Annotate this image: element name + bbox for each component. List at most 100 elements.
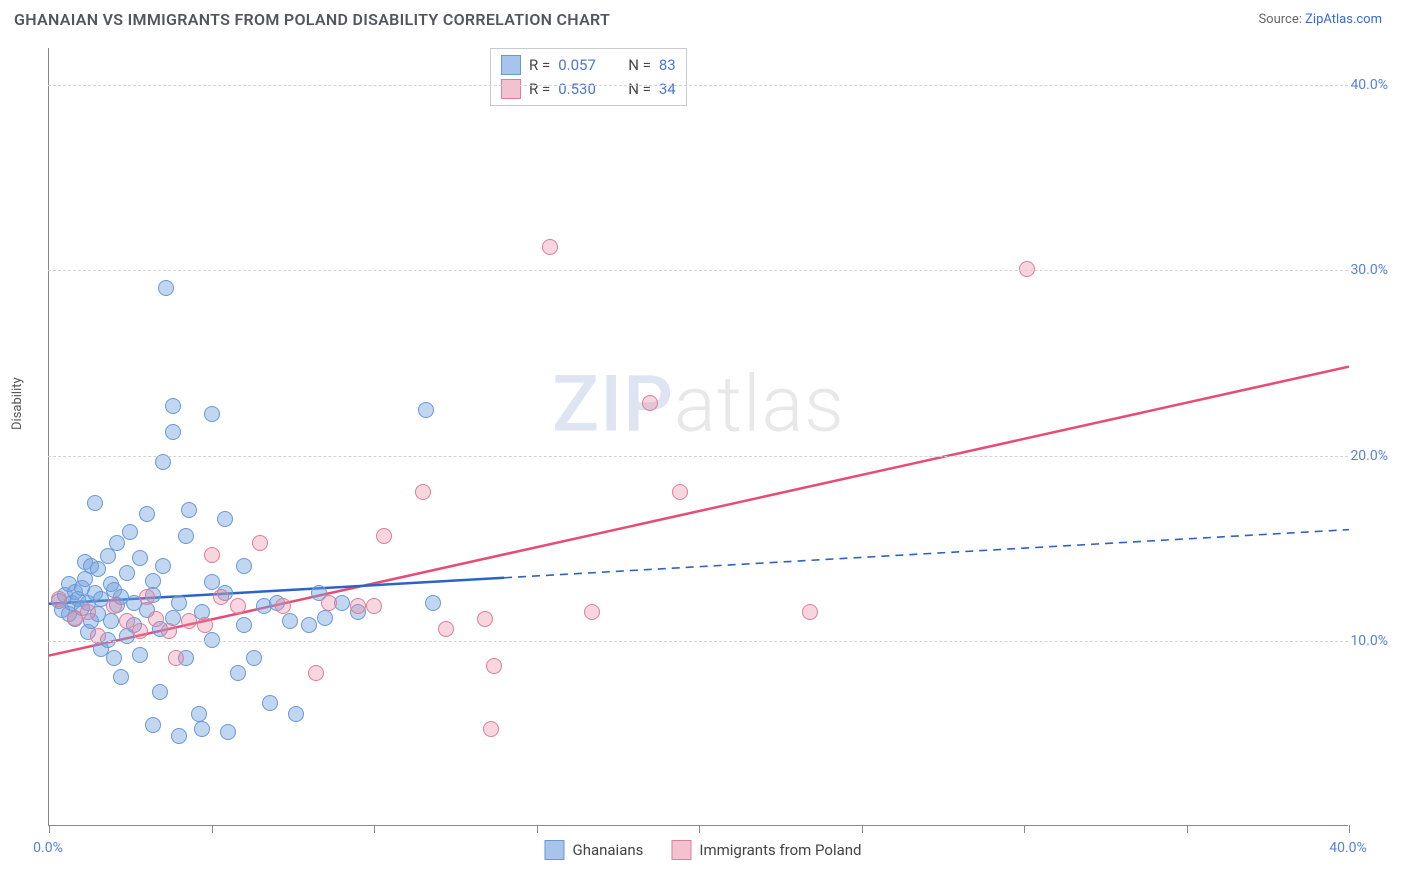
legend-label: Immigrants from Poland: [699, 841, 861, 859]
data-point: [139, 506, 155, 522]
data-point: [301, 617, 317, 633]
legend-swatch: [501, 55, 521, 75]
data-point: [350, 598, 366, 614]
data-point: [106, 650, 122, 666]
grid-line: [48, 641, 1348, 642]
r-label: R =: [529, 56, 550, 74]
data-point: [672, 484, 688, 500]
data-point: [275, 598, 291, 614]
watermark: ZIPatlas: [552, 360, 845, 451]
data-point: [204, 406, 220, 422]
grid-line: [48, 456, 1348, 457]
data-point: [158, 280, 174, 296]
data-point: [220, 724, 236, 740]
n-value: 83: [659, 56, 676, 74]
legend-row: R =0.530N =34: [501, 77, 676, 101]
trend-line: [49, 367, 1349, 656]
legend-item: Immigrants from Poland: [671, 840, 861, 860]
data-point: [308, 665, 324, 681]
x-tick-label: 40.0%: [1329, 840, 1367, 856]
data-point: [194, 721, 210, 737]
data-point: [230, 665, 246, 681]
trend-lines-layer: [49, 48, 1349, 826]
data-point: [109, 535, 125, 551]
data-point: [486, 658, 502, 674]
series-legend: Ghanaians Immigrants from Poland: [544, 840, 861, 860]
data-point: [119, 565, 135, 581]
legend-swatch: [501, 79, 521, 99]
legend-row: R = 0.057 N = 83: [501, 53, 676, 77]
data-point: [106, 598, 122, 614]
data-point: [802, 604, 818, 620]
data-point: [178, 528, 194, 544]
data-point: [132, 647, 148, 663]
data-point: [236, 558, 252, 574]
data-point: [282, 613, 298, 629]
data-point: [132, 623, 148, 639]
data-point: [145, 573, 161, 589]
x-tick: [1187, 825, 1188, 833]
data-point: [80, 604, 96, 620]
data-point: [165, 424, 181, 440]
y-axis-label: Disability: [10, 377, 25, 430]
source-link[interactable]: ZipAtlas.com: [1305, 12, 1382, 27]
data-point: [584, 604, 600, 620]
n-label: N =: [628, 56, 651, 74]
data-point: [204, 547, 220, 563]
legend-swatch: [671, 840, 691, 860]
grid-line: [48, 85, 1348, 86]
data-point: [165, 398, 181, 414]
data-point: [181, 502, 197, 518]
chart-title: GHANAIAN VS IMMIGRANTS FROM POLAND DISAB…: [14, 10, 610, 29]
y-tick-label: 20.0%: [1350, 448, 1388, 464]
y-tick-label: 10.0%: [1350, 633, 1388, 649]
data-point: [288, 706, 304, 722]
data-point: [168, 650, 184, 666]
data-point: [366, 598, 382, 614]
n-label: N =: [628, 80, 651, 98]
y-tick-label: 30.0%: [1350, 262, 1388, 278]
y-tick-label: 40.0%: [1350, 77, 1388, 93]
legend-label: Ghanaians: [572, 841, 643, 859]
data-point: [90, 561, 106, 577]
data-point: [477, 611, 493, 627]
data-point: [122, 524, 138, 540]
data-point: [236, 617, 252, 633]
data-point: [438, 621, 454, 637]
data-point: [161, 623, 177, 639]
legend-item: Ghanaians: [544, 840, 643, 860]
data-point: [415, 484, 431, 500]
data-point: [181, 613, 197, 629]
x-tick-label: 0.0%: [33, 840, 63, 856]
data-point: [197, 617, 213, 633]
trend-line: [504, 530, 1349, 578]
data-point: [230, 598, 246, 614]
data-point: [376, 528, 392, 544]
data-point: [171, 595, 187, 611]
source-attribution: Source: ZipAtlas.com: [1258, 12, 1382, 27]
data-point: [483, 721, 499, 737]
r-label: R =: [529, 80, 550, 98]
legend-swatch: [544, 840, 564, 860]
data-point: [213, 589, 229, 605]
data-point: [425, 595, 441, 611]
data-point: [642, 395, 658, 411]
data-point: [191, 706, 207, 722]
data-point: [217, 511, 233, 527]
data-point: [152, 684, 168, 700]
data-point: [542, 239, 558, 255]
scatter-chart: ZIPatlas: [48, 48, 1348, 826]
data-point: [252, 535, 268, 551]
data-point: [321, 595, 337, 611]
r-value: 0.530: [558, 80, 610, 98]
r-value: 0.057: [558, 56, 610, 74]
data-point: [113, 669, 129, 685]
data-point: [132, 550, 148, 566]
x-tick: [49, 825, 50, 833]
data-point: [51, 591, 67, 607]
data-point: [246, 650, 262, 666]
correlation-legend: R =0.057N =83R =0.530N =34: [490, 48, 687, 106]
grid-line: [48, 270, 1348, 271]
x-tick: [537, 825, 538, 833]
data-point: [262, 695, 278, 711]
